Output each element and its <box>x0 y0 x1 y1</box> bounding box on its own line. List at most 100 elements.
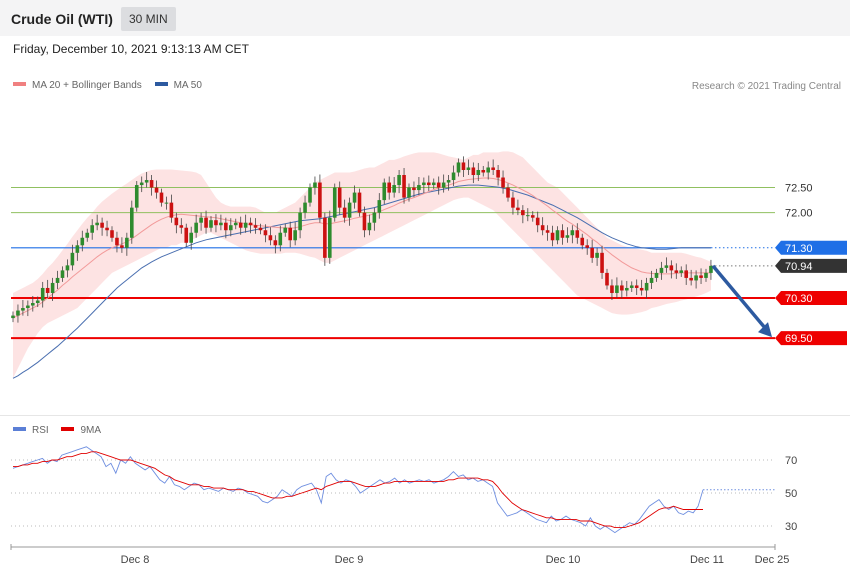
legend-swatch <box>13 427 26 432</box>
candle-body <box>590 247 594 258</box>
copyright-text: Research © 2021 Trading Central <box>691 81 841 92</box>
candle-body <box>560 230 565 238</box>
candle-body <box>392 185 396 193</box>
candle-body <box>80 237 85 246</box>
candle-body <box>471 167 476 176</box>
candle-body <box>115 237 119 246</box>
candle-body <box>610 285 614 293</box>
candle-body <box>357 192 362 213</box>
candle-body <box>100 222 104 228</box>
level-label: 72.50 <box>785 183 813 195</box>
candle-body <box>268 235 273 241</box>
legend-label: 9MA <box>80 425 102 436</box>
candle-body <box>248 222 253 226</box>
candle-body <box>134 185 139 208</box>
candle-body <box>214 220 218 226</box>
legend-swatch <box>61 427 75 432</box>
x-tick-label: Dec 10 <box>546 554 581 566</box>
candle-body <box>441 182 446 188</box>
candle-body <box>263 230 268 236</box>
candle-body <box>570 230 575 236</box>
candle-body <box>318 182 322 218</box>
candle-body <box>26 305 30 309</box>
candle-body <box>511 197 515 208</box>
candle-body <box>575 230 580 238</box>
level-tag <box>775 331 847 346</box>
candle-body <box>199 217 203 223</box>
candle-body <box>461 162 466 170</box>
rsi-tick-label: 30 <box>785 521 797 533</box>
candle-body <box>55 277 60 283</box>
ma20-line <box>12 177 711 319</box>
candle-body <box>298 212 302 231</box>
candle-body <box>481 169 486 173</box>
candle-body <box>709 265 713 273</box>
main-legend: MA 20 + Bollinger Bands MA 50 <box>13 80 202 91</box>
candle-body <box>620 285 624 291</box>
candle-body <box>174 217 179 226</box>
candle-body <box>654 272 659 278</box>
ma50-line <box>12 184 711 379</box>
projection-arrow <box>711 264 768 331</box>
candle-body <box>367 222 372 231</box>
candle-body <box>456 162 461 173</box>
level-label: 72.00 <box>785 208 813 220</box>
candle-body <box>273 240 278 246</box>
legend-item-rsi: RSI <box>13 425 49 436</box>
candle-body <box>402 175 406 198</box>
candle-body <box>417 185 421 191</box>
candle-body <box>229 225 233 231</box>
candle-body <box>595 252 599 258</box>
candle-body <box>659 267 664 273</box>
candle-body <box>615 285 619 293</box>
candle-body <box>684 270 688 278</box>
candle-body <box>565 235 570 238</box>
candle-body <box>451 172 456 181</box>
candle-body <box>159 192 164 203</box>
candle-body <box>422 182 426 186</box>
candle-body <box>35 300 40 304</box>
candles <box>11 156 713 323</box>
candle-body <box>75 245 80 253</box>
candle-body <box>372 212 377 223</box>
rsi-legend: RSI 9MA <box>13 425 101 436</box>
rsi-9ma-line <box>13 451 703 529</box>
candle-body <box>644 282 649 291</box>
candle-body <box>585 245 589 248</box>
candle-body <box>209 220 213 228</box>
candle-body <box>704 272 708 278</box>
candle-body <box>130 207 134 238</box>
level-label: 71.30 <box>785 243 813 255</box>
candle-body <box>382 182 387 201</box>
candle-body <box>219 222 223 226</box>
candle-body <box>60 270 65 278</box>
candle-body <box>328 217 332 258</box>
candle-body <box>233 222 238 226</box>
candle-body <box>431 182 436 186</box>
legend-label: MA 50 <box>173 80 202 91</box>
candle-body <box>194 222 198 233</box>
rsi-tick-label: 50 <box>785 488 797 500</box>
x-tick-label: Dec 9 <box>335 554 364 566</box>
candle-body <box>347 202 352 218</box>
candle-body <box>535 217 540 226</box>
candle-body <box>179 225 184 228</box>
candle-body <box>293 230 297 241</box>
candle-body <box>313 182 317 188</box>
candle-body <box>600 252 604 273</box>
candle-body <box>550 232 555 241</box>
legend-swatch <box>154 82 168 87</box>
candle-body <box>664 265 669 268</box>
candle-body <box>699 275 703 278</box>
candle-body <box>427 182 431 186</box>
candle-body <box>639 287 644 291</box>
candle-body <box>31 303 35 306</box>
candle-body <box>154 187 159 193</box>
candle-body <box>224 222 228 231</box>
candle-body <box>70 252 75 266</box>
level-tag <box>775 258 847 273</box>
level-tag <box>775 240 847 255</box>
candle-body <box>120 245 124 248</box>
interval-button[interactable]: 30 MIN <box>121 7 176 31</box>
